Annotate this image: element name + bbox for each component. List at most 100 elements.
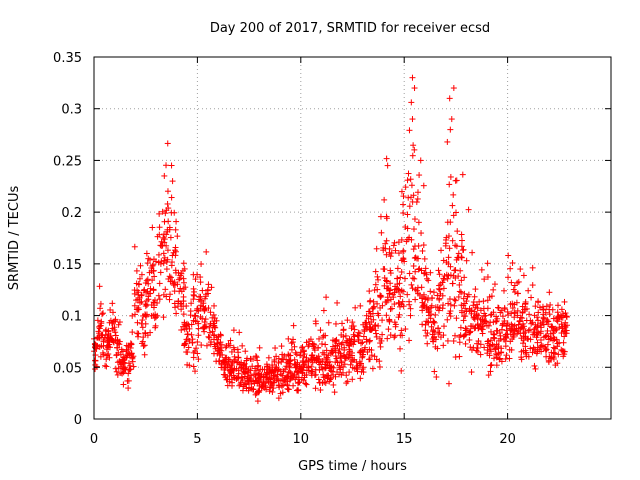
- data-point: [445, 300, 452, 307]
- data-point: [402, 275, 409, 282]
- data-point: [387, 306, 394, 313]
- data-point: [96, 334, 103, 341]
- data-point: [451, 332, 458, 339]
- data-point: [488, 361, 495, 368]
- data-point: [531, 362, 538, 369]
- data-point: [154, 299, 161, 306]
- data-point: [383, 277, 390, 284]
- data-point: [406, 234, 413, 241]
- data-point: [377, 304, 384, 311]
- x-tick-label: 15: [396, 432, 413, 447]
- data-point: [472, 286, 479, 293]
- data-point: [542, 347, 549, 354]
- data-point: [466, 336, 473, 343]
- data-point: [143, 289, 150, 296]
- data-point: [363, 319, 370, 326]
- data-point: [162, 286, 169, 293]
- data-point: [384, 335, 391, 342]
- y-tick-label: 0.25: [53, 154, 82, 169]
- data-point: [525, 353, 532, 360]
- data-point: [165, 218, 172, 225]
- data-point: [458, 243, 465, 250]
- data-point: [113, 368, 120, 375]
- data-point: [503, 323, 510, 330]
- data-point: [155, 292, 162, 299]
- data-point: [125, 370, 132, 377]
- data-point: [430, 327, 437, 334]
- data-point: [366, 356, 373, 363]
- data-point: [430, 319, 437, 326]
- data-point: [474, 322, 481, 329]
- data-point: [402, 326, 409, 333]
- data-point: [283, 356, 290, 363]
- data-point: [475, 337, 482, 344]
- data-points: [91, 74, 570, 405]
- data-point: [553, 336, 560, 343]
- data-point: [269, 382, 276, 389]
- data-point: [373, 245, 380, 252]
- data-point: [540, 321, 547, 328]
- data-point: [206, 334, 213, 341]
- data-point: [527, 345, 534, 352]
- data-point: [127, 362, 134, 369]
- data-point: [400, 303, 407, 310]
- data-point: [387, 280, 394, 287]
- data-point: [391, 301, 398, 308]
- data-point: [151, 273, 158, 280]
- data-point: [225, 340, 232, 347]
- data-point: [285, 386, 292, 393]
- data-point: [280, 368, 287, 375]
- plot-frame: [93, 56, 612, 420]
- data-point: [291, 343, 298, 350]
- data-point: [453, 177, 460, 184]
- data-point: [134, 319, 141, 326]
- data-point: [419, 247, 426, 254]
- data-point: [450, 85, 457, 92]
- data-point: [331, 389, 338, 396]
- data-point: [156, 296, 163, 303]
- data-point: [554, 340, 561, 347]
- data-point: [446, 181, 453, 188]
- data-point: [490, 334, 497, 341]
- data-point: [166, 224, 173, 231]
- data-point: [169, 178, 176, 185]
- data-point: [138, 320, 145, 327]
- data-point: [111, 326, 118, 333]
- data-point: [168, 162, 175, 169]
- data-point: [292, 349, 299, 356]
- data-point: [323, 373, 330, 380]
- data-point: [198, 261, 205, 268]
- data-point: [526, 311, 533, 318]
- data-point: [164, 188, 171, 195]
- data-point: [194, 271, 201, 278]
- data-point: [204, 287, 211, 294]
- data-point: [447, 126, 454, 133]
- data-point: [115, 340, 122, 347]
- data-point: [509, 305, 516, 312]
- data-point: [502, 343, 509, 350]
- data-point: [468, 323, 475, 330]
- data-point: [326, 362, 333, 369]
- data-point: [453, 315, 460, 322]
- data-point: [333, 355, 340, 362]
- data-point: [351, 365, 358, 372]
- data-point: [492, 318, 499, 325]
- data-point: [185, 344, 192, 351]
- data-point: [158, 238, 165, 245]
- data-point: [411, 85, 418, 92]
- data-point: [157, 242, 164, 249]
- data-point: [342, 332, 349, 339]
- data-point: [138, 271, 145, 278]
- data-point: [356, 349, 363, 356]
- data-point: [180, 279, 187, 286]
- data-point: [408, 182, 415, 189]
- data-point: [366, 337, 373, 344]
- data-point: [463, 325, 470, 332]
- data-point: [412, 254, 419, 261]
- data-point: [409, 285, 416, 292]
- data-point: [445, 233, 452, 240]
- data-point: [397, 293, 404, 300]
- data-point: [375, 276, 382, 283]
- data-point: [230, 358, 237, 365]
- data-point: [477, 351, 484, 358]
